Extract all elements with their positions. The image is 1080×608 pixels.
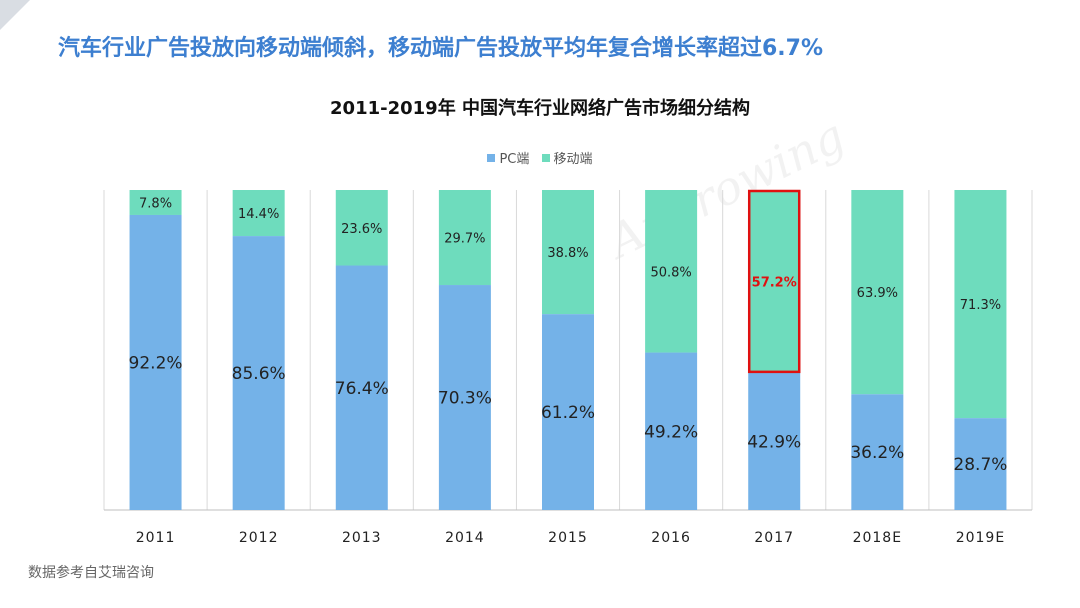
data-label-pc-2014: 70.3% xyxy=(438,389,492,409)
bar-mobile-2015 xyxy=(542,190,594,315)
data-label-pc-2019E: 28.7% xyxy=(953,455,1007,475)
x-tick-label-2019E: 2019E xyxy=(956,530,1005,546)
x-tick-label-2012: 2012 xyxy=(239,530,279,546)
x-tick-label-2014: 2014 xyxy=(445,530,485,546)
bar-mobile-2012 xyxy=(232,190,285,237)
bar-mobile-2018E xyxy=(851,190,904,395)
x-tick-label-2013: 2013 xyxy=(342,530,382,546)
data-label-mobile-2019E: 71.3% xyxy=(960,298,1001,313)
data-label-pc-2017: 42.9% xyxy=(747,432,801,452)
x-tick-label-2011: 2011 xyxy=(136,530,176,546)
data-label-mobile-2015: 38.8% xyxy=(547,246,588,261)
data-label-pc-2013: 76.4% xyxy=(335,379,389,399)
bar-mobile-2016 xyxy=(645,190,698,353)
data-label-mobile-2011: 7.8% xyxy=(139,196,172,211)
bar-pc-2016 xyxy=(645,352,698,510)
data-label-pc-2012: 85.6% xyxy=(232,364,286,384)
bar-mobile-2014 xyxy=(438,190,491,286)
bar-mobile-2019E xyxy=(954,190,1007,419)
data-label-mobile-2014: 29.7% xyxy=(444,232,485,247)
data-label-mobile-2018E: 63.9% xyxy=(857,286,898,301)
bar-pc-2014 xyxy=(438,285,491,510)
bar-pc-2019E xyxy=(954,418,1007,510)
legend-label-pc: PC端 xyxy=(499,152,530,167)
bar-pc-2011 xyxy=(129,214,182,510)
chart-title: 2011-2019年 中国汽车行业网络广告市场细分结构 xyxy=(330,98,750,119)
bar-pc-2015 xyxy=(542,314,594,510)
bar-pc-2012 xyxy=(232,236,285,510)
data-label-mobile-2016: 50.8% xyxy=(650,265,691,280)
legend-label-mobile: 移动端 xyxy=(553,152,593,167)
bar-pc-2018E xyxy=(851,394,904,510)
legend-swatch-pc xyxy=(487,153,496,162)
bar-pc-2013 xyxy=(335,265,388,510)
corner-decoration xyxy=(0,0,30,30)
bar-mobile-2017 xyxy=(748,190,801,373)
x-tick-label-2017: 2017 xyxy=(754,530,794,546)
bar-mobile-2013 xyxy=(335,190,388,266)
data-label-pc-2015: 61.2% xyxy=(541,403,595,423)
legend-item-mobile: 移动端 xyxy=(541,148,593,167)
x-tick-label-2018E: 2018E xyxy=(853,530,902,546)
highlight-box-2017 xyxy=(747,189,801,374)
source-note: 数据参考自艾瑞咨询 xyxy=(28,565,154,581)
data-label-mobile-2017: 57.2% xyxy=(752,275,797,290)
x-tick-label-2016: 2016 xyxy=(651,530,691,546)
legend-swatch-mobile xyxy=(541,153,550,162)
x-tick-label-2015: 2015 xyxy=(548,530,588,546)
data-label-pc-2016: 49.2% xyxy=(644,422,698,442)
data-label-mobile-2012: 14.4% xyxy=(238,207,279,222)
bar-mobile-2011 xyxy=(129,190,182,215)
data-label-pc-2011: 92.2% xyxy=(129,353,183,373)
headline: 汽车行业广告投放向移动端倾斜，移动端广告投放平均年复合增长率超过6.7% xyxy=(58,36,824,61)
data-label-mobile-2013: 23.6% xyxy=(341,222,382,237)
legend-item-pc: PC端 xyxy=(487,148,529,167)
bar-pc-2017 xyxy=(748,372,801,510)
chart-legend: PC端 移动端 xyxy=(0,148,1080,167)
data-label-pc-2018E: 36.2% xyxy=(850,443,904,463)
